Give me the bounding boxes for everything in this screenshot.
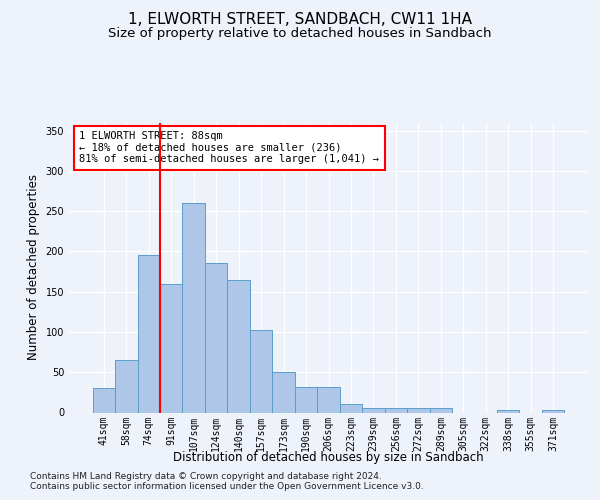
Bar: [115, 360, 137, 412]
Bar: [317, 386, 340, 412]
Bar: [385, 408, 407, 412]
Text: Contains public sector information licensed under the Open Government Licence v3: Contains public sector information licen…: [30, 482, 424, 491]
Bar: [92, 388, 115, 412]
Text: 1, ELWORTH STREET, SANDBACH, CW11 1HA: 1, ELWORTH STREET, SANDBACH, CW11 1HA: [128, 12, 472, 28]
Bar: [497, 410, 520, 412]
Bar: [160, 284, 182, 412]
Bar: [205, 264, 227, 412]
Y-axis label: Number of detached properties: Number of detached properties: [27, 174, 40, 360]
Bar: [272, 372, 295, 412]
Bar: [295, 386, 317, 412]
Bar: [407, 408, 430, 412]
Bar: [227, 280, 250, 412]
Bar: [430, 408, 452, 412]
Bar: [340, 404, 362, 412]
Text: 1 ELWORTH STREET: 88sqm
← 18% of detached houses are smaller (236)
81% of semi-d: 1 ELWORTH STREET: 88sqm ← 18% of detache…: [79, 131, 379, 164]
Bar: [137, 256, 160, 412]
Bar: [362, 408, 385, 412]
Text: Size of property relative to detached houses in Sandbach: Size of property relative to detached ho…: [108, 28, 492, 40]
Bar: [182, 203, 205, 412]
Text: Contains HM Land Registry data © Crown copyright and database right 2024.: Contains HM Land Registry data © Crown c…: [30, 472, 382, 481]
Bar: [250, 330, 272, 412]
Bar: [542, 410, 565, 412]
Text: Distribution of detached houses by size in Sandbach: Distribution of detached houses by size …: [173, 451, 484, 464]
